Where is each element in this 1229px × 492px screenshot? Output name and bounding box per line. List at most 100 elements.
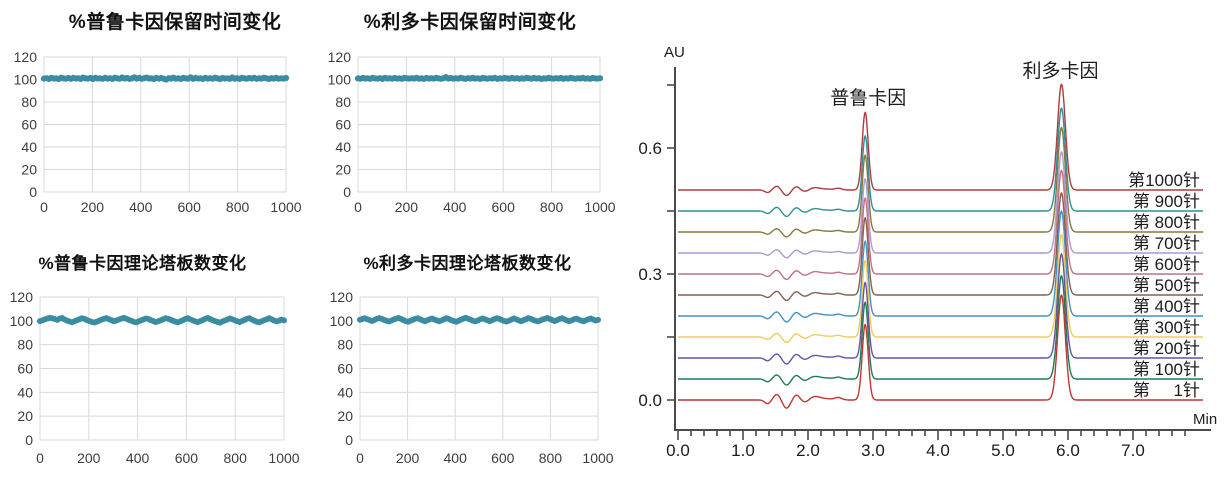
y-tick-label: 0 — [29, 184, 37, 200]
y-tick-label: 60 — [337, 361, 353, 377]
y-tick-label: 20 — [335, 162, 351, 178]
scatter-canvas-procaine-retention: 0 20 40 60 80 100 120 0 200 400 600 800 1000 — [14, 49, 302, 215]
data-points — [357, 314, 601, 325]
chart-title-procaine-retention: %普鲁卡因保留时间变化 — [68, 12, 282, 33]
peak-label-lidocaine: 利多卡因 — [1022, 60, 1098, 82]
y-tick-label: 120 — [10, 289, 34, 305]
data-point — [281, 317, 287, 324]
trace-line-1000 — [677, 83, 1204, 197]
tick-labels: 0 20 40 60 80 100 120 0 200 400 600 800 1000 — [330, 289, 614, 466]
y-axis-unit-label: AU — [664, 44, 685, 61]
peak-annotations: 普鲁卡因 利多卡因 — [830, 60, 1098, 109]
data-points — [354, 74, 604, 82]
x-tick-label: 600 — [491, 450, 515, 466]
mini-chart-procaine-plates: %普鲁卡因理论塔板数变化 0 20 40 60 80 100 120 0 200 400 600 80… — [0, 230, 310, 487]
data-point — [596, 75, 604, 82]
mini-chart-procaine-retention: %普鲁卡因保留时间变化 0 20 40 60 80 100 120 0 200 400 600 800… — [0, 0, 310, 230]
data-point — [595, 316, 601, 323]
trace-label-200: 第 200针 — [1133, 339, 1200, 358]
trace-label-700: 第 700针 — [1133, 234, 1200, 253]
y-tick-label: 120 — [14, 49, 38, 65]
x-tick-label: 0 — [356, 450, 364, 466]
trace-line-600 — [677, 169, 1204, 281]
data-points — [40, 74, 290, 83]
scatter-canvas-lidocaine-plates: 0 20 40 60 80 100 120 0 200 400 600 800 1000 — [330, 289, 614, 466]
x-tick-label: 5.0 — [991, 441, 1015, 460]
chart-title-lidocaine-retention: %利多卡因保留时间变化 — [363, 12, 577, 33]
trace-label-800: 第 800针 — [1133, 213, 1200, 232]
y-tick-label: 80 — [17, 337, 33, 353]
x-tick-label: 400 — [444, 450, 468, 466]
x-tick-label: 600 — [178, 199, 202, 215]
y-tick-label: 40 — [21, 139, 37, 155]
trace-label-1: 第 1针 — [1133, 381, 1200, 400]
axis-labels: 0.0 0.3 0.6 0.0 1.0 2.0 3.0 4.0 5.0 6.0 7.0 AU Min — [638, 44, 1217, 460]
x-axis-unit-label: Min — [1193, 411, 1217, 428]
trace-line-1 — [677, 294, 1204, 409]
peak-label-procaine: 普鲁卡因 — [830, 87, 906, 109]
x-tick-label: 600 — [175, 450, 199, 466]
x-tick-label: 400 — [443, 199, 467, 215]
axis-ticks — [667, 84, 1186, 440]
y-tick-label: 80 — [337, 337, 353, 353]
x-tick-label: 800 — [224, 450, 248, 466]
y-tick-label: 40 — [337, 384, 353, 400]
trace-label-500: 第 500针 — [1133, 276, 1200, 295]
trace-label-400: 第 400针 — [1133, 297, 1200, 316]
x-tick-label: 3.0 — [861, 441, 885, 460]
x-tick-label: 0.0 — [666, 441, 690, 460]
x-tick-label: 800 — [540, 199, 564, 215]
data-point — [282, 74, 290, 82]
scatter-canvas-procaine-plates: 0 20 40 60 80 100 120 0 200 400 600 800 1000 — [10, 289, 300, 466]
x-tick-label: 800 — [226, 199, 250, 215]
trace-label-900: 第 900针 — [1133, 192, 1200, 211]
chromatogram-panel: 0.0 0.3 0.6 0.0 1.0 2.0 3.0 4.0 5.0 6.0 7.0 AU Min 第1… — [620, 0, 1229, 487]
chromatogram-canvas: 0.0 0.3 0.6 0.0 1.0 2.0 3.0 4.0 5.0 6.0 7.0 AU Min 第1… — [638, 44, 1217, 460]
tick-labels: 0 20 40 60 80 100 120 0 200 400 600 800 1000 — [14, 49, 302, 215]
x-tick-label: 4.0 — [926, 441, 950, 460]
trace-line-500 — [677, 192, 1204, 302]
y-tick-label: 60 — [21, 117, 37, 133]
y-tick-label: 120 — [328, 49, 352, 65]
x-tick-label: 400 — [129, 199, 153, 215]
trace-label-100: 第 100针 — [1133, 360, 1200, 379]
y-tick-label: 100 — [330, 313, 354, 329]
y-tick-label: 120 — [330, 289, 354, 305]
y-tick-label: 100 — [328, 72, 352, 88]
mini-chart-lidocaine-retention: %利多卡因保留时间变化 0 20 40 60 80 100 120 0 200 400 600 800… — [310, 0, 620, 230]
y-tick-label: 40 — [17, 384, 33, 400]
trace-line-700 — [677, 151, 1204, 259]
x-tick-label: 1000 — [584, 199, 615, 215]
trace-line-200 — [677, 253, 1204, 365]
x-tick-label: 2.0 — [796, 441, 820, 460]
y-tick-label: 60 — [335, 117, 351, 133]
chart-title-lidocaine-plates: %利多卡因理论塔板数变化 — [363, 254, 572, 273]
y-tick-label: 80 — [335, 94, 351, 110]
x-tick-label: 7.0 — [1121, 441, 1145, 460]
y-tick-label: 20 — [21, 162, 37, 178]
scatter-canvas-lidocaine-retention: 0 20 40 60 80 100 120 0 200 400 600 800 1000 — [328, 49, 616, 215]
x-tick-label: 1.0 — [731, 441, 755, 460]
trace-line-800 — [677, 126, 1204, 238]
x-tick-label: 1000 — [582, 450, 613, 466]
x-tick-label: 200 — [77, 450, 101, 466]
y-tick-label: 100 — [10, 313, 34, 329]
data-points — [37, 314, 287, 326]
trace-line-400 — [677, 210, 1204, 323]
y-tick-label: 0 — [345, 432, 353, 448]
tick-labels: 0 20 40 60 80 100 120 0 200 400 600 800 1000 — [328, 49, 616, 215]
x-tick-label: 1000 — [270, 199, 301, 215]
trace-line-900 — [677, 107, 1204, 218]
trace-label-300: 第 300针 — [1133, 318, 1200, 337]
y-tick-label: 0.3 — [638, 265, 662, 284]
mini-chart-lidocaine-plates: %利多卡因理论塔板数变化 0 20 40 60 80 100 120 0 200 400 600 80… — [310, 230, 620, 487]
y-tick-label: 60 — [17, 361, 33, 377]
y-tick-label: 0 — [25, 432, 33, 448]
x-tick-label: 200 — [81, 199, 105, 215]
trace-line-300 — [677, 233, 1204, 344]
x-tick-label: 1000 — [268, 450, 299, 466]
y-tick-label: 20 — [337, 408, 353, 424]
trace-label-600: 第 600针 — [1133, 255, 1200, 274]
